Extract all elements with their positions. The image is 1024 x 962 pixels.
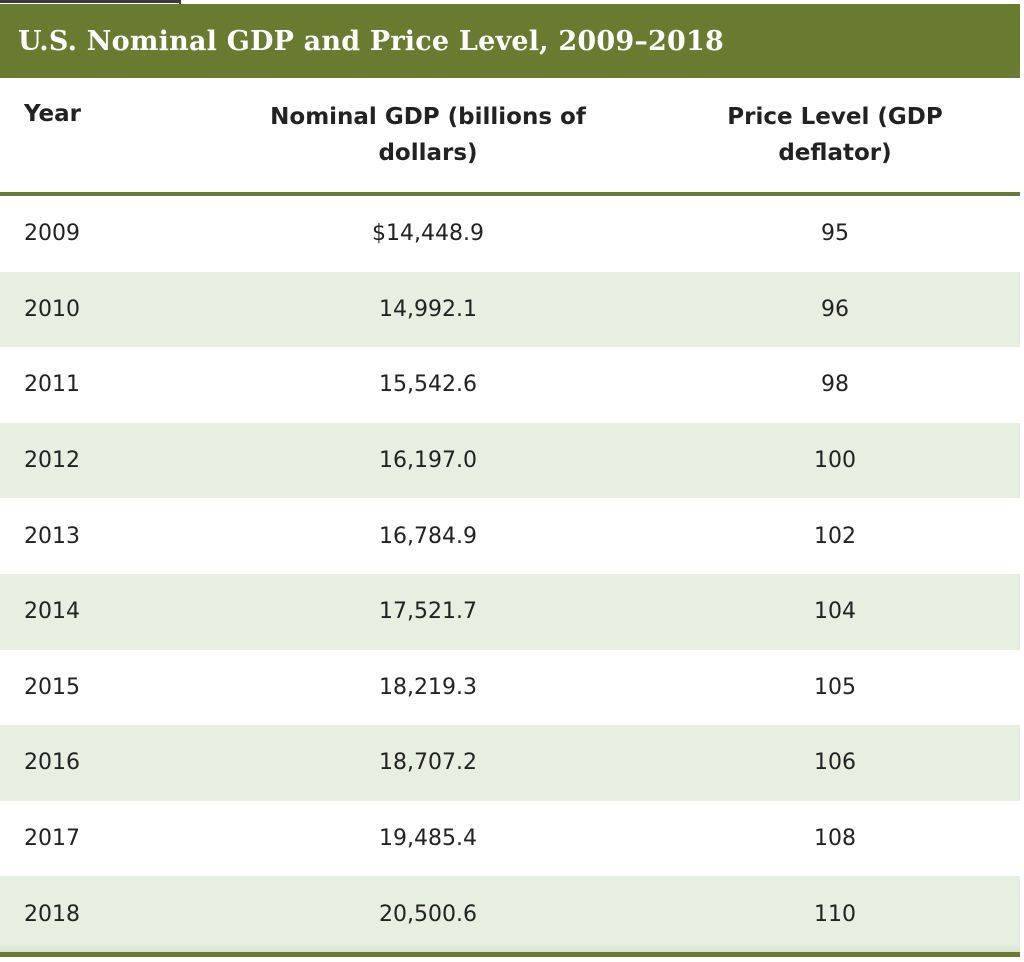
table-title: U.S. Nominal GDP and Price Level, 2009–2… [18,25,724,57]
cell-price-level: 108 [814,826,856,852]
bottom-rule [0,952,1020,957]
column-header-price-level: Price Level (GDP deflator) [680,78,990,192]
table-row: 2017 19,485.4 108 [0,801,1020,877]
table-row: 2011 15,542.6 98 [0,347,1020,423]
cell-year: 2014 [24,599,80,625]
table-header-row: Year Nominal GDP (billions of dollars) P… [0,78,1020,196]
column-header-price-level-line2: deflator) [778,140,892,166]
column-header-year-label: Year [24,101,82,127]
cell-nominal-gdp: 19,485.4 [379,826,477,852]
cell-year: 2018 [24,901,80,927]
column-header-nominal-gdp-line1: Nominal GDP (billions of [270,104,586,130]
cell-year: 2011 [24,372,80,398]
cell-price-level: 96 [821,296,849,322]
table-row: 2014 17,521.7 104 [0,573,1020,650]
table-row: 2009 $14,448.9 95 [0,196,1020,272]
cell-price-level: 106 [814,750,856,776]
cell-price-level: 104 [814,599,856,625]
cell-nominal-gdp: $14,448.9 [372,221,484,247]
cell-nominal-gdp: 18,219.3 [379,674,477,700]
table-title-bar: U.S. Nominal GDP and Price Level, 2009–2… [0,4,1020,78]
cell-price-level: 95 [821,221,849,247]
column-header-nominal-gdp: Nominal GDP (billions of dollars) [228,78,628,192]
cell-nominal-gdp: 17,521.7 [379,599,477,625]
table-body: 2009 $14,448.9 95 2010 14,992.1 96 2011 … [0,196,1020,952]
column-header-nominal-gdp-line2: dollars) [378,140,478,166]
table-row: 2013 16,784.9 102 [0,498,1020,574]
top-rule [0,0,181,3]
top-rule-tick [179,0,181,6]
cell-year: 2010 [24,296,80,322]
cell-price-level: 105 [814,674,856,700]
cell-nominal-gdp: 14,992.1 [379,296,477,322]
table-row: 2015 18,219.3 105 [0,650,1020,726]
cell-year: 2016 [24,750,80,776]
cell-price-level: 102 [814,523,856,549]
table-row: 2016 18,707.2 106 [0,725,1020,801]
cell-year: 2009 [24,221,80,247]
cell-nominal-gdp: 18,707.2 [379,750,477,776]
table-row: 2018 20,500.6 110 [0,876,1020,952]
cell-nominal-gdp: 20,500.6 [379,901,477,927]
column-header-year: Year [24,78,224,192]
cell-price-level: 100 [814,448,856,474]
table-row: 2012 16,197.0 100 [0,422,1020,499]
cell-year: 2012 [24,448,80,474]
cell-year: 2013 [24,523,80,549]
cell-price-level: 98 [821,372,849,398]
column-header-price-level-line1: Price Level (GDP [727,104,943,130]
table-row: 2010 14,992.1 96 [0,271,1020,348]
cell-year: 2017 [24,826,80,852]
cell-nominal-gdp: 16,197.0 [379,448,477,474]
cell-nominal-gdp: 16,784.9 [379,523,477,549]
cell-price-level: 110 [814,901,856,927]
bottom-shadow [0,944,1020,952]
cell-nominal-gdp: 15,542.6 [379,372,477,398]
cell-year: 2015 [24,674,80,700]
